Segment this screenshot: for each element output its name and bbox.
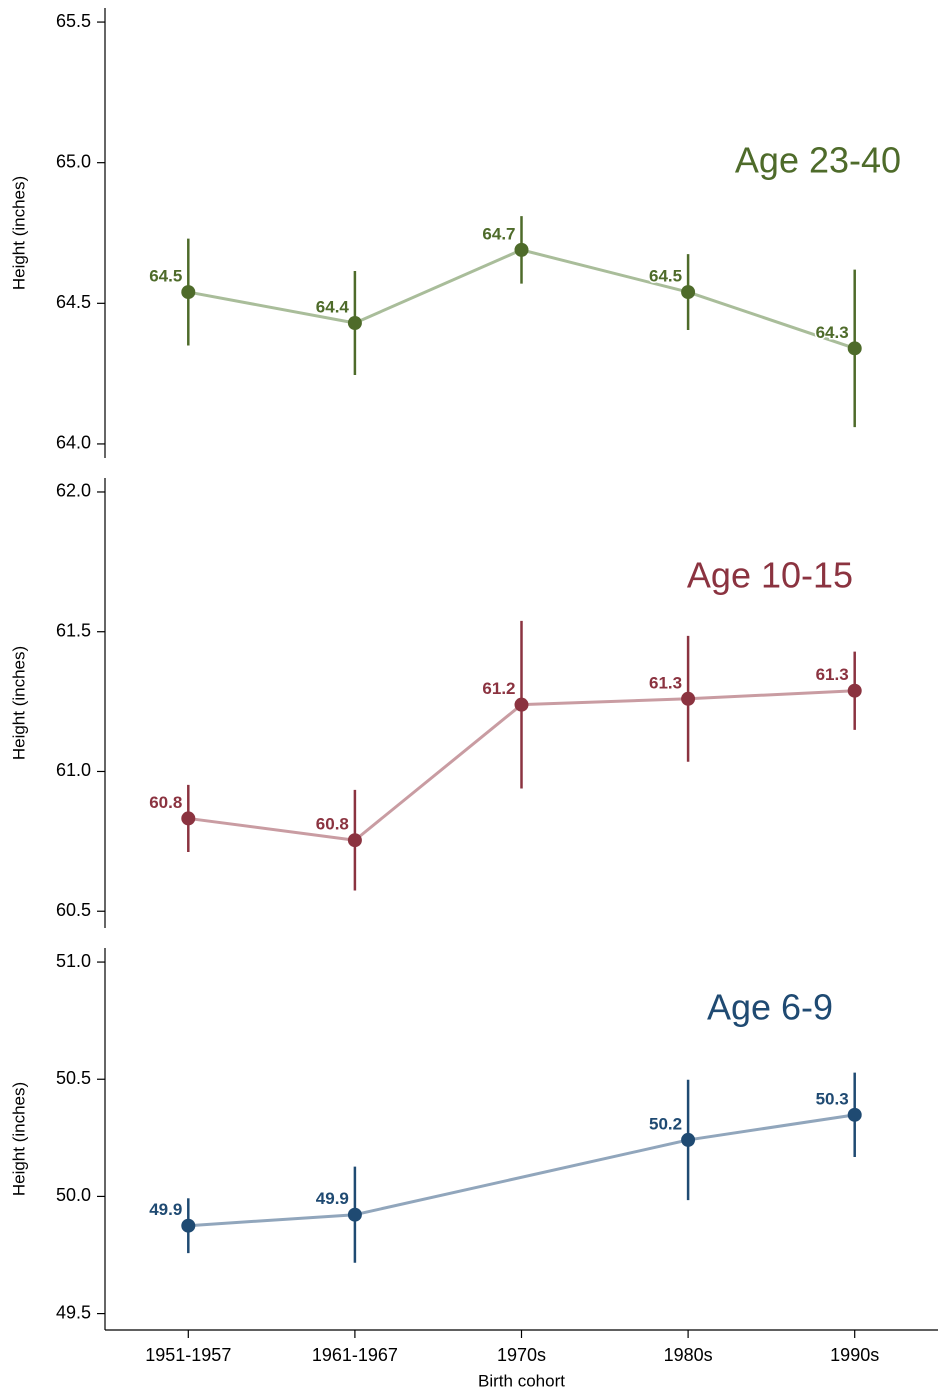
panel-title: Age 6-9 <box>707 987 833 1028</box>
x-tick-label: 1951-1957 <box>145 1345 231 1365</box>
marker <box>681 285 696 300</box>
data-label: 61.3 <box>649 673 682 692</box>
marker <box>847 1107 862 1122</box>
marker <box>347 1207 362 1222</box>
data-label: 64.5 <box>149 267 182 286</box>
marker <box>347 316 362 330</box>
y-axis-label: Height (inches) <box>9 176 28 290</box>
data-label: 64.3 <box>816 323 849 342</box>
panel-title: Age 10-15 <box>687 555 853 596</box>
y-tick-label: 60.5 <box>56 900 91 920</box>
data-label: 61.2 <box>482 679 515 698</box>
x-axis-label: Birth cohort <box>478 1371 565 1390</box>
y-tick-label: 49.5 <box>56 1302 91 1322</box>
data-label: 64.7 <box>482 224 515 243</box>
line-segment <box>354 248 523 325</box>
marker <box>847 683 862 698</box>
line-segment <box>188 1213 355 1228</box>
line-segment <box>521 248 689 294</box>
y-axis-label: Height (inches) <box>9 646 28 760</box>
line-segment <box>521 697 689 707</box>
y-tick-label: 61.5 <box>56 620 91 640</box>
panel-title: Age 23-40 <box>735 140 901 181</box>
marker <box>514 697 529 712</box>
data-label: 64.5 <box>649 267 682 286</box>
marker <box>681 1132 696 1147</box>
x-tick-label: 1980s <box>664 1345 713 1365</box>
y-axis-label: Height (inches) <box>9 1082 28 1196</box>
marker <box>514 242 529 257</box>
line-segment <box>354 1138 689 1217</box>
line-segment <box>687 290 856 350</box>
data-label: 50.2 <box>649 1114 682 1133</box>
marker <box>181 285 196 300</box>
marker <box>181 811 196 826</box>
data-label: 61.3 <box>816 665 849 684</box>
y-tick-label: 65.0 <box>56 151 91 171</box>
line-segment <box>188 816 356 842</box>
y-tick-label: 61.0 <box>56 760 91 780</box>
data-label: 60.8 <box>316 815 349 834</box>
marker <box>681 691 696 706</box>
line-segment <box>687 1113 855 1142</box>
line-segment <box>353 703 523 842</box>
y-tick-label: 62.0 <box>56 481 91 501</box>
line-segment <box>688 689 855 701</box>
y-tick-label: 64.5 <box>56 292 91 312</box>
marker <box>847 341 862 356</box>
marker <box>181 1218 196 1233</box>
x-tick-label: 1961-1967 <box>312 1345 398 1365</box>
line-segment <box>188 290 356 325</box>
y-tick-label: 50.5 <box>56 1068 91 1088</box>
data-label: 49.9 <box>149 1200 182 1219</box>
data-label: 60.8 <box>149 793 182 812</box>
data-label: 64.4 <box>316 297 350 316</box>
y-tick-label: 64.0 <box>56 433 91 453</box>
y-tick-label: 51.0 <box>56 951 91 971</box>
data-label: 50.3 <box>816 1089 849 1108</box>
y-tick-label: 65.5 <box>56 11 91 31</box>
x-tick-label: 1970s <box>497 1345 546 1365</box>
x-tick-label: 1990s <box>830 1345 879 1365</box>
y-tick-label: 50.0 <box>56 1185 91 1205</box>
marker <box>347 833 362 848</box>
data-label: 49.9 <box>316 1189 349 1208</box>
